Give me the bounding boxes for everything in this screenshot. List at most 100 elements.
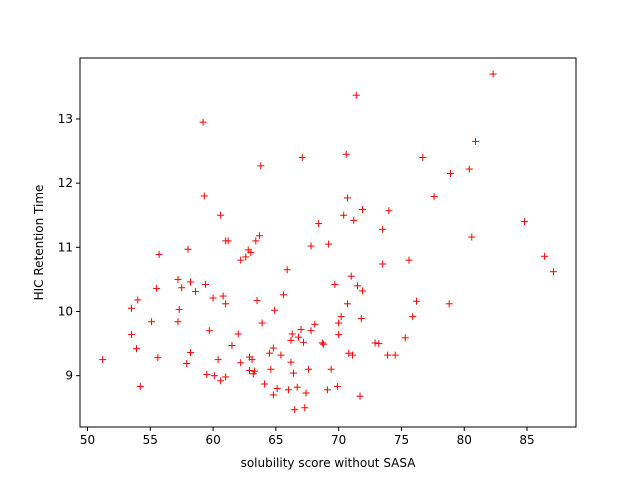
points-layer xyxy=(99,70,557,414)
data-point xyxy=(356,392,364,400)
data-point xyxy=(237,256,245,264)
data-point xyxy=(371,339,379,347)
data-point xyxy=(127,304,135,312)
data-point xyxy=(283,266,291,274)
data-point xyxy=(133,345,141,353)
data-point xyxy=(430,193,438,201)
data-point xyxy=(297,325,305,333)
data-point xyxy=(311,320,319,328)
data-point xyxy=(153,284,161,292)
x-tick-label: 80 xyxy=(457,433,472,447)
data-point xyxy=(174,318,182,326)
data-point xyxy=(345,349,353,357)
data-point xyxy=(293,383,301,391)
data-point xyxy=(252,237,260,245)
data-point xyxy=(261,380,269,388)
data-point xyxy=(343,194,351,202)
data-point xyxy=(242,253,250,261)
data-point xyxy=(246,367,254,375)
data-point xyxy=(302,389,310,397)
data-point xyxy=(337,313,345,321)
y-tick-label: 9 xyxy=(65,369,73,383)
data-point xyxy=(320,340,328,348)
data-point xyxy=(253,297,261,305)
data-point xyxy=(224,237,232,245)
data-point xyxy=(99,356,107,364)
data-point xyxy=(175,306,183,314)
y-tick-label: 11 xyxy=(58,240,73,254)
data-point xyxy=(300,338,308,346)
data-point xyxy=(284,386,292,394)
data-point xyxy=(307,327,315,335)
data-point xyxy=(192,288,200,296)
data-point xyxy=(541,252,549,260)
data-point xyxy=(549,268,557,276)
data-point xyxy=(419,153,427,161)
x-axis-label: solubility score without SASA xyxy=(241,456,417,470)
y-tick-label: 13 xyxy=(58,112,73,126)
data-point xyxy=(287,358,295,366)
x-tick-label: 85 xyxy=(519,433,534,447)
data-point xyxy=(343,300,351,308)
data-point xyxy=(248,356,256,364)
data-point xyxy=(267,365,275,373)
data-point xyxy=(294,333,302,341)
data-point xyxy=(315,220,323,228)
data-point xyxy=(271,306,279,314)
data-point xyxy=(323,386,331,394)
data-point xyxy=(174,275,182,283)
data-point xyxy=(327,365,335,373)
data-point xyxy=(234,330,242,338)
data-point xyxy=(136,383,144,391)
data-point xyxy=(385,207,393,215)
data-point xyxy=(301,404,309,412)
x-tick-label: 65 xyxy=(268,433,283,447)
data-point xyxy=(127,331,135,339)
data-point xyxy=(258,319,266,327)
data-point xyxy=(217,211,225,219)
data-point xyxy=(465,165,473,173)
data-point xyxy=(445,300,453,308)
data-point xyxy=(354,282,362,290)
x-tick-label: 55 xyxy=(143,433,158,447)
data-point xyxy=(333,383,341,391)
data-point xyxy=(222,373,230,381)
data-point xyxy=(298,153,306,161)
data-point xyxy=(446,170,454,178)
data-point xyxy=(237,359,245,367)
data-point xyxy=(489,70,497,78)
data-point xyxy=(379,260,387,268)
data-point xyxy=(335,319,343,327)
plot-frame xyxy=(79,57,577,428)
data-point xyxy=(269,391,277,399)
data-point xyxy=(200,192,208,200)
data-point xyxy=(468,233,476,241)
data-point xyxy=(347,272,355,280)
data-point xyxy=(331,281,339,289)
y-tick-label: 10 xyxy=(58,304,73,318)
data-point xyxy=(247,248,255,256)
data-point xyxy=(205,327,213,335)
data-point xyxy=(222,300,230,308)
data-point xyxy=(348,351,356,359)
data-point xyxy=(183,359,191,367)
data-point xyxy=(209,294,217,302)
data-point xyxy=(184,245,192,253)
data-point xyxy=(214,356,222,364)
x-axis-ticks: 50 55 60 65 70 75 80 85 xyxy=(80,427,535,447)
data-point xyxy=(325,240,333,248)
data-point xyxy=(357,315,365,323)
data-point xyxy=(359,287,367,295)
data-point xyxy=(405,256,413,264)
data-point xyxy=(256,232,264,240)
data-point xyxy=(307,242,315,250)
data-point xyxy=(203,370,211,378)
data-point xyxy=(391,351,399,359)
x-tick-label: 60 xyxy=(205,433,220,447)
data-point xyxy=(251,367,259,375)
data-point xyxy=(289,369,297,377)
data-point xyxy=(379,225,387,233)
data-point xyxy=(266,349,274,357)
data-point xyxy=(148,318,156,326)
y-tick-label: 12 xyxy=(58,176,73,190)
